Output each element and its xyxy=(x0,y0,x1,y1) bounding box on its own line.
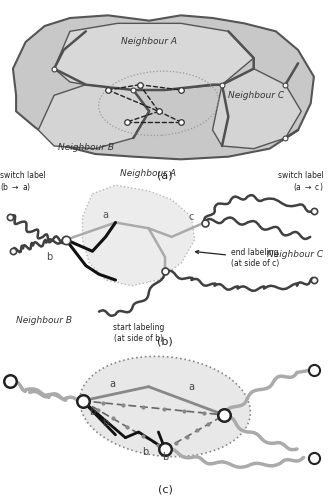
Text: (a): (a) xyxy=(157,170,173,180)
Text: b: b xyxy=(89,407,95,417)
Text: switch label: switch label xyxy=(0,171,46,180)
Text: (a $\rightarrow$ c): (a $\rightarrow$ c) xyxy=(293,181,323,193)
Polygon shape xyxy=(54,24,254,90)
Text: c: c xyxy=(189,212,194,222)
Text: switch label: switch label xyxy=(278,171,323,180)
Text: Neighbour B: Neighbour B xyxy=(58,143,114,152)
Polygon shape xyxy=(38,84,149,148)
Text: Neighbour A: Neighbour A xyxy=(120,169,177,178)
Text: start labeling
(at side of b): start labeling (at side of b) xyxy=(113,323,164,342)
Text: a: a xyxy=(103,210,109,220)
Text: b: b xyxy=(103,418,109,428)
Text: end labeling
(at side of c): end labeling (at side of c) xyxy=(196,248,279,268)
Text: Neighbour A: Neighbour A xyxy=(121,38,177,46)
Polygon shape xyxy=(82,185,195,286)
Text: b: b xyxy=(47,252,52,262)
Text: Neighbour C: Neighbour C xyxy=(267,250,323,258)
Ellipse shape xyxy=(80,356,250,456)
Text: (c): (c) xyxy=(157,484,173,494)
Text: Neighbour C: Neighbour C xyxy=(228,91,284,100)
Text: b: b xyxy=(142,446,148,456)
Text: b: b xyxy=(162,452,168,462)
Polygon shape xyxy=(13,16,314,160)
Text: (b $\rightarrow$ a): (b $\rightarrow$ a) xyxy=(0,181,31,193)
Text: Neighbour B: Neighbour B xyxy=(16,316,73,325)
Text: a: a xyxy=(109,378,115,388)
Polygon shape xyxy=(213,68,301,148)
Text: (b): (b) xyxy=(157,336,173,346)
Text: a: a xyxy=(188,382,194,392)
